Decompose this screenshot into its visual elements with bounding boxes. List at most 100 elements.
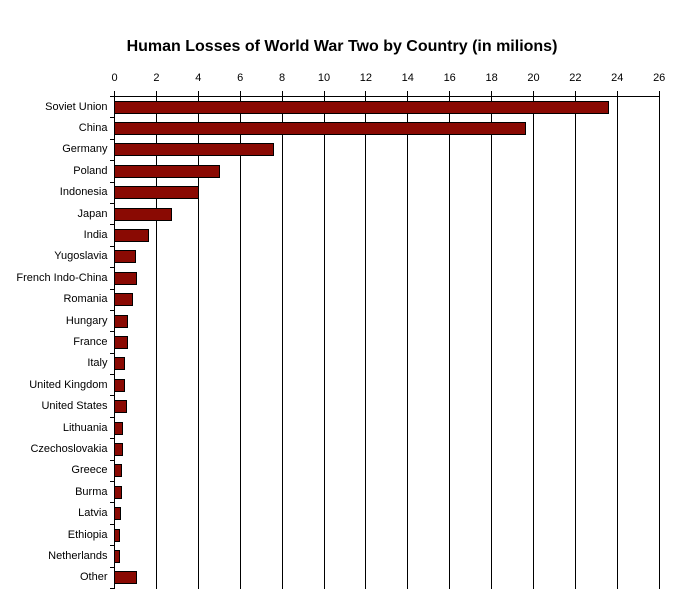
category-label: French Indo-China [16, 271, 108, 284]
x-axis-tick-6 [239, 90, 241, 97]
x-axis-label-22: 22 [569, 72, 582, 84]
gridline-22 [574, 96, 576, 589]
category-label: Greece [71, 464, 108, 477]
gridline-14 [407, 96, 409, 589]
y-axis-tick-10 [109, 309, 115, 311]
category-label: France [73, 336, 108, 348]
x-axis-label-8: 8 [279, 72, 286, 84]
bar-france [114, 336, 128, 349]
x-axis-label-26: 26 [653, 72, 666, 84]
category-label: Netherlands [48, 549, 108, 562]
x-axis-tick-18 [491, 90, 493, 97]
y-axis-tick-1 [109, 117, 115, 119]
x-axis-tick-20 [533, 90, 534, 97]
x-axis-tick-26 [658, 90, 660, 97]
y-axis-tick-11 [109, 331, 115, 333]
y-axis-tick-8 [109, 267, 115, 269]
bar-united-states [114, 400, 127, 414]
bar-yugoslavia [114, 250, 136, 264]
category-label: Romania [63, 293, 108, 306]
y-axis-tick-0 [109, 96, 115, 97]
bar-italy [114, 357, 126, 371]
bar-french-indo-china [114, 271, 137, 285]
y-axis-tick-22 [109, 566, 115, 568]
bar-romania [114, 293, 133, 307]
y-axis-tick-13 [109, 374, 115, 376]
gridline-4 [197, 96, 199, 589]
category-label: Burma [75, 485, 108, 498]
bar-other [114, 571, 137, 585]
x-axis-tick-10 [323, 90, 325, 97]
category-label: Yugoslavia [54, 250, 108, 263]
category-label: Ethiopia [67, 528, 108, 541]
y-axis-tick-18 [109, 481, 115, 483]
bar-indonesia [114, 186, 199, 200]
x-axis-label-6: 6 [237, 72, 244, 84]
y-axis-tick-21 [109, 545, 115, 547]
category-label: Poland [73, 164, 108, 177]
y-axis-tick-14 [109, 395, 115, 397]
bar-netherlands [114, 549, 121, 563]
bar-united-kingdom [114, 378, 126, 392]
y-axis-tick-15 [109, 416, 115, 418]
x-axis-tick-2 [155, 90, 157, 97]
gridline-24 [616, 96, 618, 589]
category-label: Latvia [78, 507, 108, 520]
gridline-16 [449, 96, 451, 589]
bar-greece [114, 464, 123, 478]
x-axis-label-2: 2 [153, 72, 160, 84]
y-axis-tick-4 [109, 181, 115, 183]
category-label: Germany [62, 143, 108, 156]
category-label: Indonesia [59, 186, 108, 199]
gridline-10 [323, 96, 325, 589]
bar-china [114, 122, 526, 136]
gridline-18 [491, 96, 493, 589]
y-axis-tick-6 [109, 224, 115, 226]
category-label: Other [79, 571, 108, 584]
x-axis-label-14: 14 [401, 72, 414, 84]
category-label: United States [41, 400, 108, 413]
bar-lithuania [114, 421, 124, 435]
y-axis-tick-2 [109, 138, 115, 140]
gridline-8 [281, 96, 283, 589]
bar-czechoslovakia [114, 442, 124, 456]
category-label: Hungary [65, 314, 108, 327]
x-axis-label-24: 24 [611, 72, 624, 84]
y-axis-tick-7 [109, 245, 115, 247]
bar-hungary [114, 314, 128, 328]
gridline-2 [155, 96, 157, 589]
x-axis-tick-12 [365, 90, 367, 97]
x-axis-tick-24 [616, 90, 618, 97]
x-axis-label-0: 0 [111, 72, 118, 84]
x-axis-tick-16 [449, 90, 451, 97]
x-axis-label-4: 4 [195, 72, 202, 84]
bar-ethiopia [114, 528, 121, 542]
gridline-20 [533, 96, 534, 589]
x-axis-label-20: 20 [527, 72, 540, 84]
category-label: China [78, 122, 108, 135]
category-label: United Kingdom [29, 378, 108, 391]
gridline-26 [658, 96, 660, 589]
bar-india [114, 229, 149, 243]
chart-title: Human Losses of World War Two by Country… [126, 38, 558, 55]
gridline-12 [365, 96, 367, 589]
bar-japan [114, 207, 172, 221]
y-axis-tick-23 [109, 588, 115, 589]
bar-germany [114, 143, 275, 157]
bar-latvia [114, 507, 122, 521]
y-axis-tick-19 [109, 502, 115, 504]
y-axis-tick-20 [109, 523, 115, 525]
y-axis-tick-3 [109, 160, 115, 162]
x-axis-tick-8 [281, 90, 283, 97]
category-label: Lithuania [62, 421, 108, 434]
y-axis-tick-16 [109, 438, 115, 440]
category-label: Soviet Union [45, 100, 108, 113]
category-label: Japan [77, 207, 108, 220]
x-axis-label-12: 12 [359, 72, 373, 84]
x-axis-tick-14 [407, 90, 409, 97]
y-axis-tick-9 [109, 288, 115, 290]
x-axis-label-18: 18 [485, 72, 498, 84]
category-label: Czechoslovakia [30, 442, 108, 455]
gridline-6 [239, 96, 241, 589]
x-axis-label-16: 16 [443, 72, 456, 84]
